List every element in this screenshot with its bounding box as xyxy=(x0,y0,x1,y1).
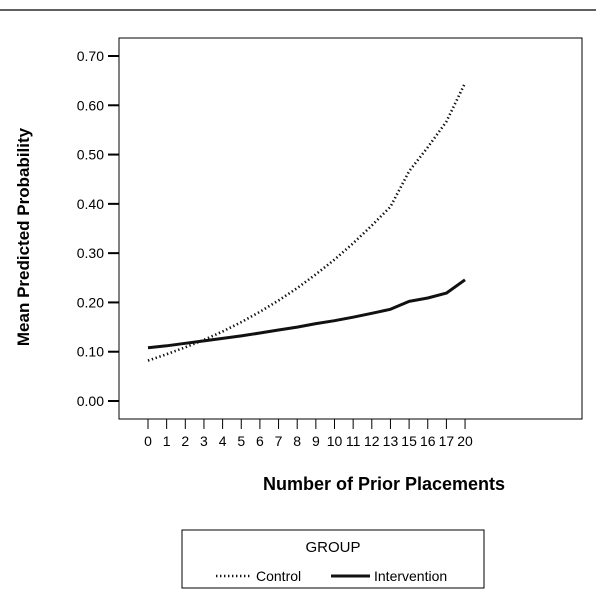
x-tick-label: 12 xyxy=(364,433,380,449)
x-tick-label: 0 xyxy=(144,433,152,449)
legend-title: GROUP xyxy=(305,539,360,556)
x-tick-label: 17 xyxy=(439,433,455,449)
x-tick-label: 20 xyxy=(457,433,473,449)
legend: GROUP Control Intervention xyxy=(181,529,485,589)
y-axis-label: Mean Predicted Probability xyxy=(14,127,33,346)
x-tick-label: 9 xyxy=(312,433,320,449)
y-tick-label: 0.70 xyxy=(77,48,104,64)
x-tick-label: 16 xyxy=(420,433,436,449)
plot-frame xyxy=(118,37,583,420)
legend-label-control: Control xyxy=(256,568,301,584)
y-axis: 0.00 0.10 0.20 0.30 0.40 0.50 0.60 0.70 xyxy=(77,48,119,409)
x-tick-label: 8 xyxy=(293,433,301,449)
x-axis-label: Number of Prior Placements xyxy=(263,474,505,494)
x-tick-label: 2 xyxy=(181,433,189,449)
x-tick-label: 7 xyxy=(275,433,283,449)
y-tick-label: 0.50 xyxy=(77,147,104,163)
y-tick-label: 0.40 xyxy=(77,196,104,212)
y-tick-label: 0.30 xyxy=(77,245,104,261)
x-tick-label: 1 xyxy=(163,433,171,449)
x-tick-label: 15 xyxy=(401,433,417,449)
x-tick-label: 10 xyxy=(327,433,343,449)
x-axis: 0 1 2 3 4 5 6 7 8 9 10 11 12 13 15 16 17 20 xyxy=(144,419,473,449)
y-tick-label: 0.60 xyxy=(77,97,104,113)
x-tick-label: 13 xyxy=(383,433,399,449)
x-tick-label: 11 xyxy=(346,433,361,449)
x-tick-label: 6 xyxy=(256,433,264,449)
legend-label-intervention: Intervention xyxy=(374,568,447,584)
y-tick-label: 0.20 xyxy=(77,294,104,310)
y-tick-label: 0.10 xyxy=(77,344,104,360)
x-tick-label: 3 xyxy=(200,433,208,449)
series-line-intervention xyxy=(147,278,466,350)
series-layer xyxy=(147,82,467,362)
x-tick-label: 5 xyxy=(237,433,245,449)
x-tick-label: 4 xyxy=(219,433,227,449)
y-tick-label: 0.00 xyxy=(77,393,104,409)
legend-box xyxy=(181,529,485,589)
series-line-control xyxy=(147,82,467,362)
